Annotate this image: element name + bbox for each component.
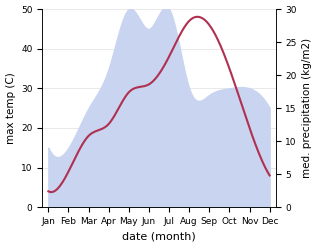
- Y-axis label: max temp (C): max temp (C): [5, 72, 16, 144]
- Y-axis label: med. precipitation (kg/m2): med. precipitation (kg/m2): [302, 38, 313, 178]
- X-axis label: date (month): date (month): [122, 231, 196, 242]
